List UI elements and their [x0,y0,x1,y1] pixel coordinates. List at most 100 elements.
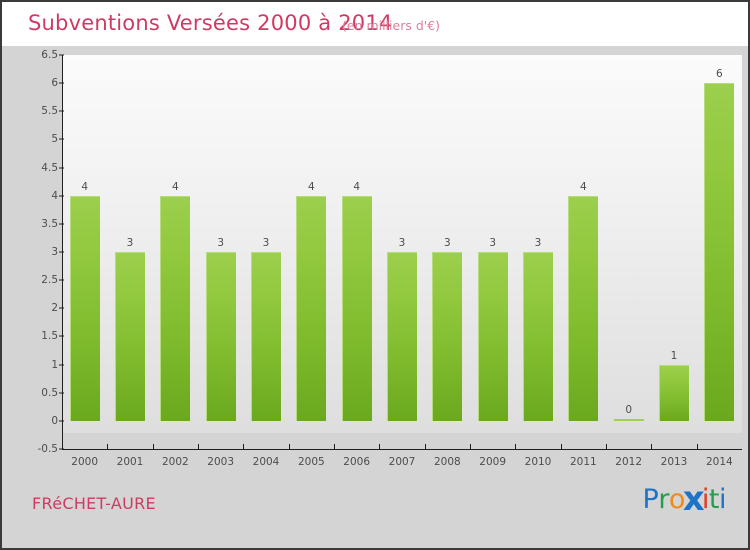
x-tick-label: 2001 [116,456,144,468]
x-tick-mark [334,444,335,450]
logo-letter: x [682,480,705,519]
y-tick-mark [59,279,64,281]
y-tick-label: 5 [51,133,58,146]
y-tick-label: 4.5 [41,161,58,174]
y-tick-mark [59,167,64,169]
y-tick-mark [59,82,64,84]
x-tick-label: 2007 [388,456,416,468]
x-tick-label: 2011 [569,456,597,468]
bar-value-label: 1 [670,349,678,362]
bar-value-label: 3 [217,237,224,249]
y-tick-mark [59,335,64,337]
x-tick-mark [424,444,426,450]
bar-value-label: 4 [307,180,315,193]
x-tick-label: 2005 [297,456,325,468]
y-tick-label: 0.5 [41,386,58,399]
bar-value-label: 4 [171,180,179,193]
x-tick-mark [696,444,698,450]
bar-value-label: 0 [625,403,632,416]
bar[interactable] [387,252,417,421]
bar-value-label: 6 [715,68,723,81]
y-tick-label: 6.5 [41,49,58,61]
bar-chart: 6.5 6 5.5 5 4.5 4 3.5 3 2.5 2 1.5 1 0.5 0 -0.5 2000 200… [2,46,748,480]
page-subtitle: (en milliers d'€) [342,18,441,33]
bar-value-label: 4 [353,180,360,193]
bar[interactable] [523,252,553,421]
y-tick-mark [59,364,64,366]
logo-letter: P [642,484,659,515]
y-tick-mark [59,195,64,197]
bar[interactable] [69,195,100,421]
x-tick-mark [606,444,607,450]
x-tick-label: 2014 [705,456,733,468]
x-tick-mark [470,444,471,450]
bar-value-label: 3 [443,237,451,249]
bar-value-label: 3 [534,237,542,249]
bar-value-label: 3 [489,237,496,249]
proxiti-logo[interactable]: Proxiti [642,480,727,519]
x-tick-label: 2003 [207,456,235,468]
y-tick-mark [59,110,64,112]
x-tick-label: 2006 [343,456,371,468]
bar[interactable] [251,252,281,421]
y-tick-label: 3.5 [41,217,58,230]
bar-value-label: 3 [126,237,134,249]
bar[interactable] [205,252,236,421]
x-tick-label: 2009 [479,456,507,468]
bar[interactable] [341,195,372,421]
bar-value-label: 3 [262,237,270,249]
bar-value-label: 3 [398,237,406,249]
y-tick-label: 1 [51,358,58,371]
bar[interactable] [477,252,508,421]
x-tick-label: 2013 [660,456,688,468]
x-tick-mark [651,444,653,450]
y-tick-mark [59,307,64,309]
x-tick-mark [152,444,154,450]
bar[interactable] [568,195,599,421]
x-tick-label: 2008 [433,456,461,468]
x-tick-label: 2010 [524,456,552,468]
y-tick-label: 2 [51,302,58,315]
y-tick-label: 6 [51,77,58,90]
x-tick-label: 2012 [615,456,643,468]
y-tick-mark [59,54,64,56]
y-tick-label: 2.5 [41,274,58,287]
x-tick-mark [243,444,245,450]
logo-letter: t [708,484,720,515]
x-tick-mark [515,444,517,450]
bar[interactable] [613,418,644,421]
bar[interactable] [115,252,145,421]
logo-letter: o [668,484,686,515]
x-tick-label: 2004 [252,456,280,468]
y-tick-mark [59,392,64,394]
x-tick-mark [560,444,562,450]
commune-name: FRéCHET-AURE [32,494,156,513]
logo-letter: i [701,484,710,515]
x-tick-label: 2002 [161,456,189,468]
x-tick-mark [288,444,290,450]
bar[interactable] [659,364,689,421]
y-tick-mark [59,138,64,140]
x-tick-label: 2000 [71,456,99,468]
chart-footer: FRéCHET-AURE Proxiti [2,480,748,548]
logo-letter: r [658,484,669,515]
bar[interactable] [160,195,191,421]
y-tick-mark [59,420,64,422]
bar[interactable] [296,195,327,421]
bar[interactable] [704,83,735,421]
logo-letter: i [718,484,727,515]
x-axis [62,449,742,450]
y-tick-label: 5.5 [41,105,58,118]
x-tick-mark [62,444,63,450]
x-tick-mark [198,444,199,450]
y-tick-mark [59,223,64,225]
bar[interactable] [432,252,463,421]
y-tick-label: -0.5 [37,443,59,455]
chart-header: Subventions Versées 2000 à 2014 (en mill… [2,2,748,46]
y-tick-mark [59,251,64,253]
page-title: Subventions Versées 2000 à 2014 [28,11,393,35]
x-tick-mark [379,444,381,450]
bar-value-label: 4 [579,180,587,193]
x-tick-mark [107,444,109,450]
